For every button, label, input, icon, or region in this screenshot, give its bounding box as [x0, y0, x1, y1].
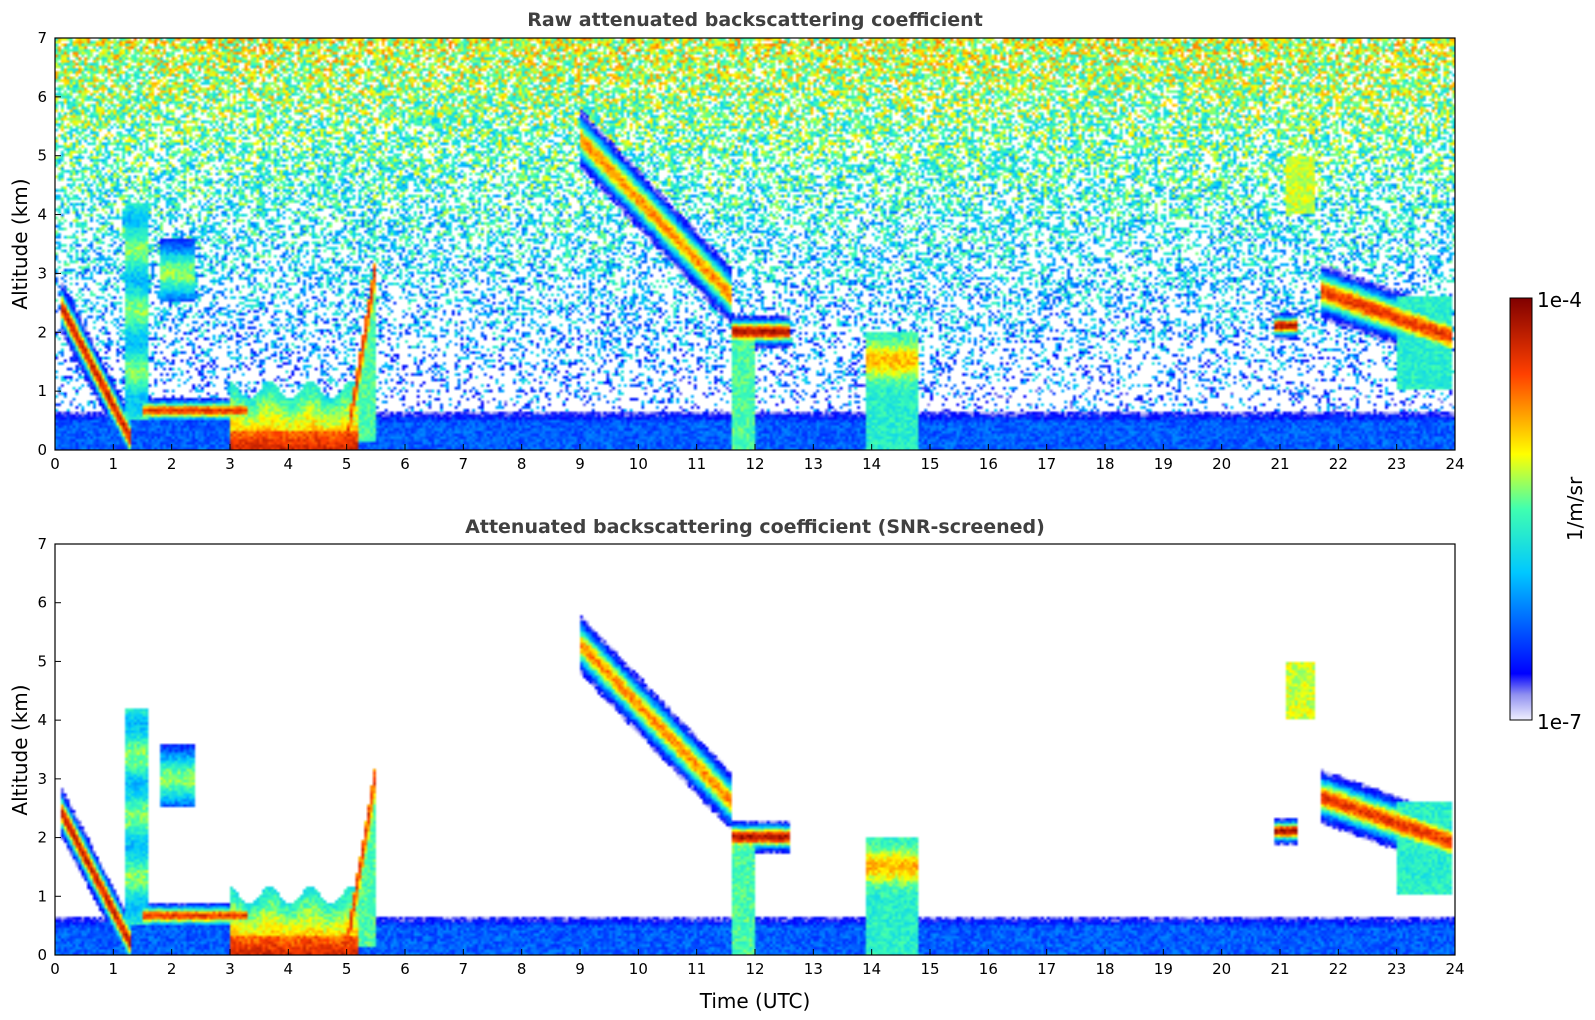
- x-tick-label: 18: [1095, 960, 1114, 978]
- y-tick-label: 7: [37, 29, 47, 47]
- x-tick-label: 20: [1212, 455, 1231, 473]
- x-tick-label: 3: [225, 455, 235, 473]
- x-tick-label: 18: [1095, 455, 1114, 473]
- x-tick-label: 24: [1445, 455, 1464, 473]
- panel-screened-title: Attenuated backscattering coefficient (S…: [465, 516, 1045, 538]
- x-tick-label: 21: [1270, 455, 1289, 473]
- x-tick-label: 16: [979, 455, 998, 473]
- x-tick-label: 8: [517, 455, 527, 473]
- x-tick-label: 14: [862, 960, 881, 978]
- x-tick-label: 11: [687, 455, 706, 473]
- x-tick-label: 7: [459, 455, 469, 473]
- x-tick-label: 11: [687, 960, 706, 978]
- panel-screened-heatmap: [55, 544, 1455, 955]
- y-tick-label: 6: [37, 594, 47, 612]
- y-tick-label: 3: [37, 264, 47, 282]
- x-tick-label: 2: [167, 960, 177, 978]
- panel-screened: Attenuated backscattering coefficient (S…: [8, 516, 1465, 1013]
- y-tick-label: 7: [37, 535, 47, 553]
- panel-screened-xlabel: Time (UTC): [699, 989, 811, 1013]
- y-tick-label: 6: [37, 88, 47, 106]
- x-tick-label: 8: [517, 960, 527, 978]
- x-tick-label: 12: [745, 455, 764, 473]
- colorbar-unit-label: 1/m/sr: [1563, 476, 1587, 541]
- x-tick-label: 13: [804, 455, 823, 473]
- x-tick-label: 23: [1387, 960, 1406, 978]
- x-tick-label: 17: [1037, 455, 1056, 473]
- x-tick-label: 19: [1154, 455, 1173, 473]
- x-tick-label: 22: [1329, 455, 1348, 473]
- panel-raw-title: Raw attenuated backscattering coefficien…: [527, 9, 983, 31]
- x-tick-label: 5: [342, 455, 352, 473]
- x-tick-label: 23: [1387, 455, 1406, 473]
- y-tick-label: 4: [37, 206, 47, 224]
- x-tick-label: 3: [225, 960, 235, 978]
- x-tick-label: 22: [1329, 960, 1348, 978]
- y-tick-label: 1: [37, 382, 47, 400]
- y-tick-label: 0: [37, 441, 47, 459]
- panel-raw-axes: 0 1 2 3 4 5 6 7 8 9 10 11 12 13 14 15 16 17 18 19 20 21 22 23 24…: [37, 29, 1464, 473]
- panel-raw-heatmap: [55, 38, 1455, 450]
- colorbar-max-label: 1e-4: [1537, 288, 1582, 312]
- x-tick-label: 7: [459, 960, 469, 978]
- x-tick-label: 9: [575, 960, 585, 978]
- colorbar: 1e-4 1e-7 1/m/sr: [1509, 288, 1587, 734]
- x-tick-label: 1: [109, 960, 119, 978]
- x-tick-label: 4: [284, 960, 294, 978]
- y-tick-label: 3: [37, 770, 47, 788]
- x-tick-label: 5: [342, 960, 352, 978]
- x-tick-label: 2: [167, 455, 177, 473]
- panel-screened-axes: 0 1 2 3 4 5 6 7 8 9 10 11 12 13 14 15 16 17 18 19 20 21 22 23 24…: [37, 535, 1464, 978]
- x-tick-label: 14: [862, 455, 881, 473]
- x-tick-label: 4: [284, 455, 294, 473]
- x-tick-label: 17: [1037, 960, 1056, 978]
- x-tick-label: 13: [804, 960, 823, 978]
- x-tick-label: 1: [109, 455, 119, 473]
- y-tick-label: 5: [37, 652, 47, 670]
- y-tick-label: 2: [37, 323, 47, 341]
- x-tick-label: 12: [745, 960, 764, 978]
- x-tick-label: 0: [50, 455, 60, 473]
- colorbar-min-label: 1e-7: [1537, 710, 1582, 734]
- x-tick-label: 0: [50, 960, 60, 978]
- y-tick-label: 0: [37, 946, 47, 964]
- panel-screened-ylabel: Altitude (km): [8, 684, 32, 815]
- x-tick-label: 21: [1270, 960, 1289, 978]
- panel-raw-ylabel: Altitude (km): [8, 178, 32, 309]
- y-tick-label: 2: [37, 829, 47, 847]
- x-tick-label: 10: [629, 455, 648, 473]
- y-tick-label: 5: [37, 147, 47, 165]
- x-tick-label: 10: [629, 960, 648, 978]
- panel-raw: Raw attenuated backscattering coefficien…: [8, 9, 1465, 473]
- x-tick-label: 15: [920, 960, 939, 978]
- x-tick-label: 15: [920, 455, 939, 473]
- y-tick-label: 4: [37, 711, 47, 729]
- x-tick-label: 6: [400, 455, 410, 473]
- x-tick-label: 6: [400, 960, 410, 978]
- x-tick-label: 24: [1445, 960, 1464, 978]
- x-tick-label: 16: [979, 960, 998, 978]
- colorbar-scale: [1509, 297, 1533, 721]
- x-tick-label: 19: [1154, 960, 1173, 978]
- y-tick-label: 1: [37, 887, 47, 905]
- x-tick-label: 20: [1212, 960, 1231, 978]
- x-tick-label: 9: [575, 455, 585, 473]
